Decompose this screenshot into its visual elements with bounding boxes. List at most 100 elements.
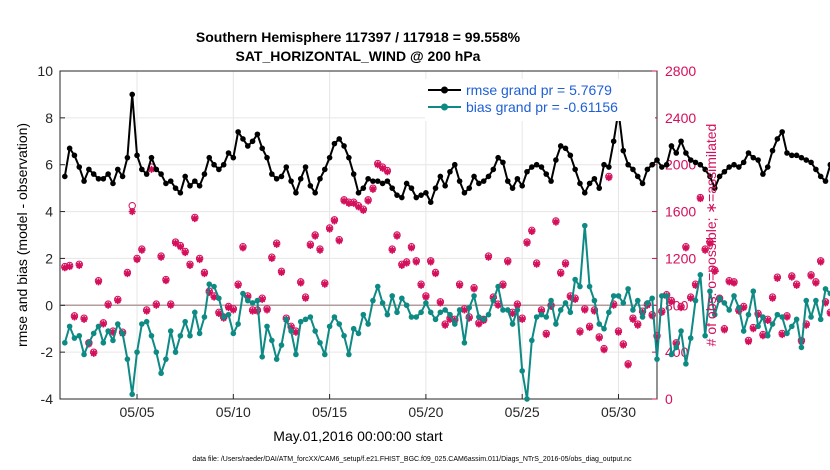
rmse-point — [509, 185, 516, 191]
bias-point — [630, 307, 636, 313]
bias-point — [302, 316, 309, 323]
obs-assimilated-point — [374, 161, 382, 169]
obs-assimilated-point — [634, 321, 642, 329]
rmse-point — [610, 138, 617, 145]
rmse-point — [760, 171, 766, 177]
bias-point — [639, 314, 646, 320]
bias-point — [297, 318, 304, 325]
bias-point — [273, 356, 280, 362]
obs-assimilated-point — [70, 313, 78, 321]
bias-point — [707, 288, 713, 295]
obs-assimilated-point — [311, 232, 319, 240]
obs-assimilated-point — [499, 281, 507, 289]
obs-assimilated-point — [744, 338, 752, 346]
bias-point — [288, 328, 294, 334]
rmse-point — [321, 166, 328, 173]
bias-point — [495, 283, 501, 290]
bias-point — [365, 321, 371, 327]
rmse-point — [721, 168, 728, 175]
bias-point — [350, 325, 357, 332]
rmse-point — [529, 164, 535, 170]
rmse-point — [346, 154, 352, 161]
obs-assimilated-point — [359, 206, 367, 214]
obs-assimilated-point — [432, 270, 440, 278]
obs-assimilated-point — [196, 256, 204, 264]
bias-point — [244, 297, 251, 304]
left-axis-ticks: -4 -2 0 2 4 6 8 10 — [37, 63, 65, 407]
obs-assimilated-point — [639, 308, 647, 316]
bias-point — [687, 335, 694, 341]
obs-assimilated-point — [557, 270, 565, 278]
obs-assimilated-point — [581, 306, 589, 314]
obs-assimilated-point — [128, 208, 136, 216]
rmse-point — [731, 161, 737, 168]
bias-point — [803, 297, 810, 304]
rmse-point — [461, 190, 468, 196]
bias-point — [408, 314, 415, 320]
obs-assimilated-point — [75, 261, 83, 269]
rmse-point — [716, 173, 723, 180]
rmse-point — [740, 159, 747, 166]
obs-assimilated-point — [297, 279, 305, 287]
bias-point — [620, 300, 627, 306]
bias-point — [100, 339, 107, 346]
obs-assimilated-point — [740, 304, 748, 312]
rmse-point — [278, 173, 285, 180]
rmse-point — [249, 138, 256, 145]
obs-assimilated-point — [302, 294, 310, 302]
obs-assimilated-point — [817, 258, 825, 266]
rmse-point — [331, 140, 338, 147]
obs-assimilated-point — [484, 253, 492, 261]
rmse-point — [206, 154, 213, 161]
rmse-point — [500, 159, 506, 166]
rmse-point — [634, 173, 641, 180]
rmse-point — [504, 178, 511, 184]
bias-point — [216, 295, 222, 302]
rmse-point — [789, 152, 795, 159]
plot-area — [59, 70, 658, 400]
rmse-point — [803, 157, 810, 163]
rmse-point — [163, 180, 169, 187]
obs-assimilated-point — [258, 295, 266, 303]
obs-assimilated-point — [61, 264, 69, 272]
x-tick-label-3: 05/20 — [408, 404, 443, 420]
legend-rmse-marker — [441, 86, 448, 94]
rmse-point — [480, 178, 487, 184]
obs-assimilated-point — [769, 294, 777, 302]
y2-tick-label-4: 1600 — [665, 204, 696, 220]
bias-point — [249, 300, 256, 306]
rmse-point — [750, 154, 757, 161]
rmse-point — [437, 173, 444, 180]
obs-assimilated-point — [417, 281, 425, 289]
rmse-point — [683, 150, 689, 156]
obs-assimilated-point — [451, 317, 459, 325]
bias-point — [360, 311, 367, 318]
bias-point — [148, 332, 155, 339]
rmse-point — [187, 183, 193, 189]
obs-assimilated-point — [321, 280, 329, 288]
obs-assimilated-point — [619, 341, 627, 349]
y2-tick-label-0: 0 — [665, 391, 673, 407]
obs-assimilated-point — [95, 278, 103, 286]
bias-point — [476, 314, 482, 320]
bias-point — [557, 307, 564, 313]
bias-point — [466, 304, 473, 311]
bias-point — [283, 316, 290, 323]
obs-assimilated-point — [157, 253, 165, 261]
bias-point — [370, 297, 376, 304]
obs-assimilated-point — [104, 301, 112, 309]
obs-assimilated-point — [176, 243, 184, 251]
rmse-point — [119, 173, 126, 180]
bias-point — [760, 314, 766, 320]
bias-point — [403, 302, 410, 309]
obs-assimilated-point — [147, 165, 155, 173]
rmse-point — [466, 185, 473, 191]
bias-point — [124, 356, 131, 362]
rmse-point — [158, 171, 164, 177]
bias-point — [81, 351, 87, 358]
obs-assimilated-point — [355, 203, 362, 211]
rmse-point — [114, 166, 121, 173]
obs-assimilated-point — [720, 326, 728, 334]
bias-point — [596, 321, 603, 327]
rmse-point — [288, 178, 294, 184]
